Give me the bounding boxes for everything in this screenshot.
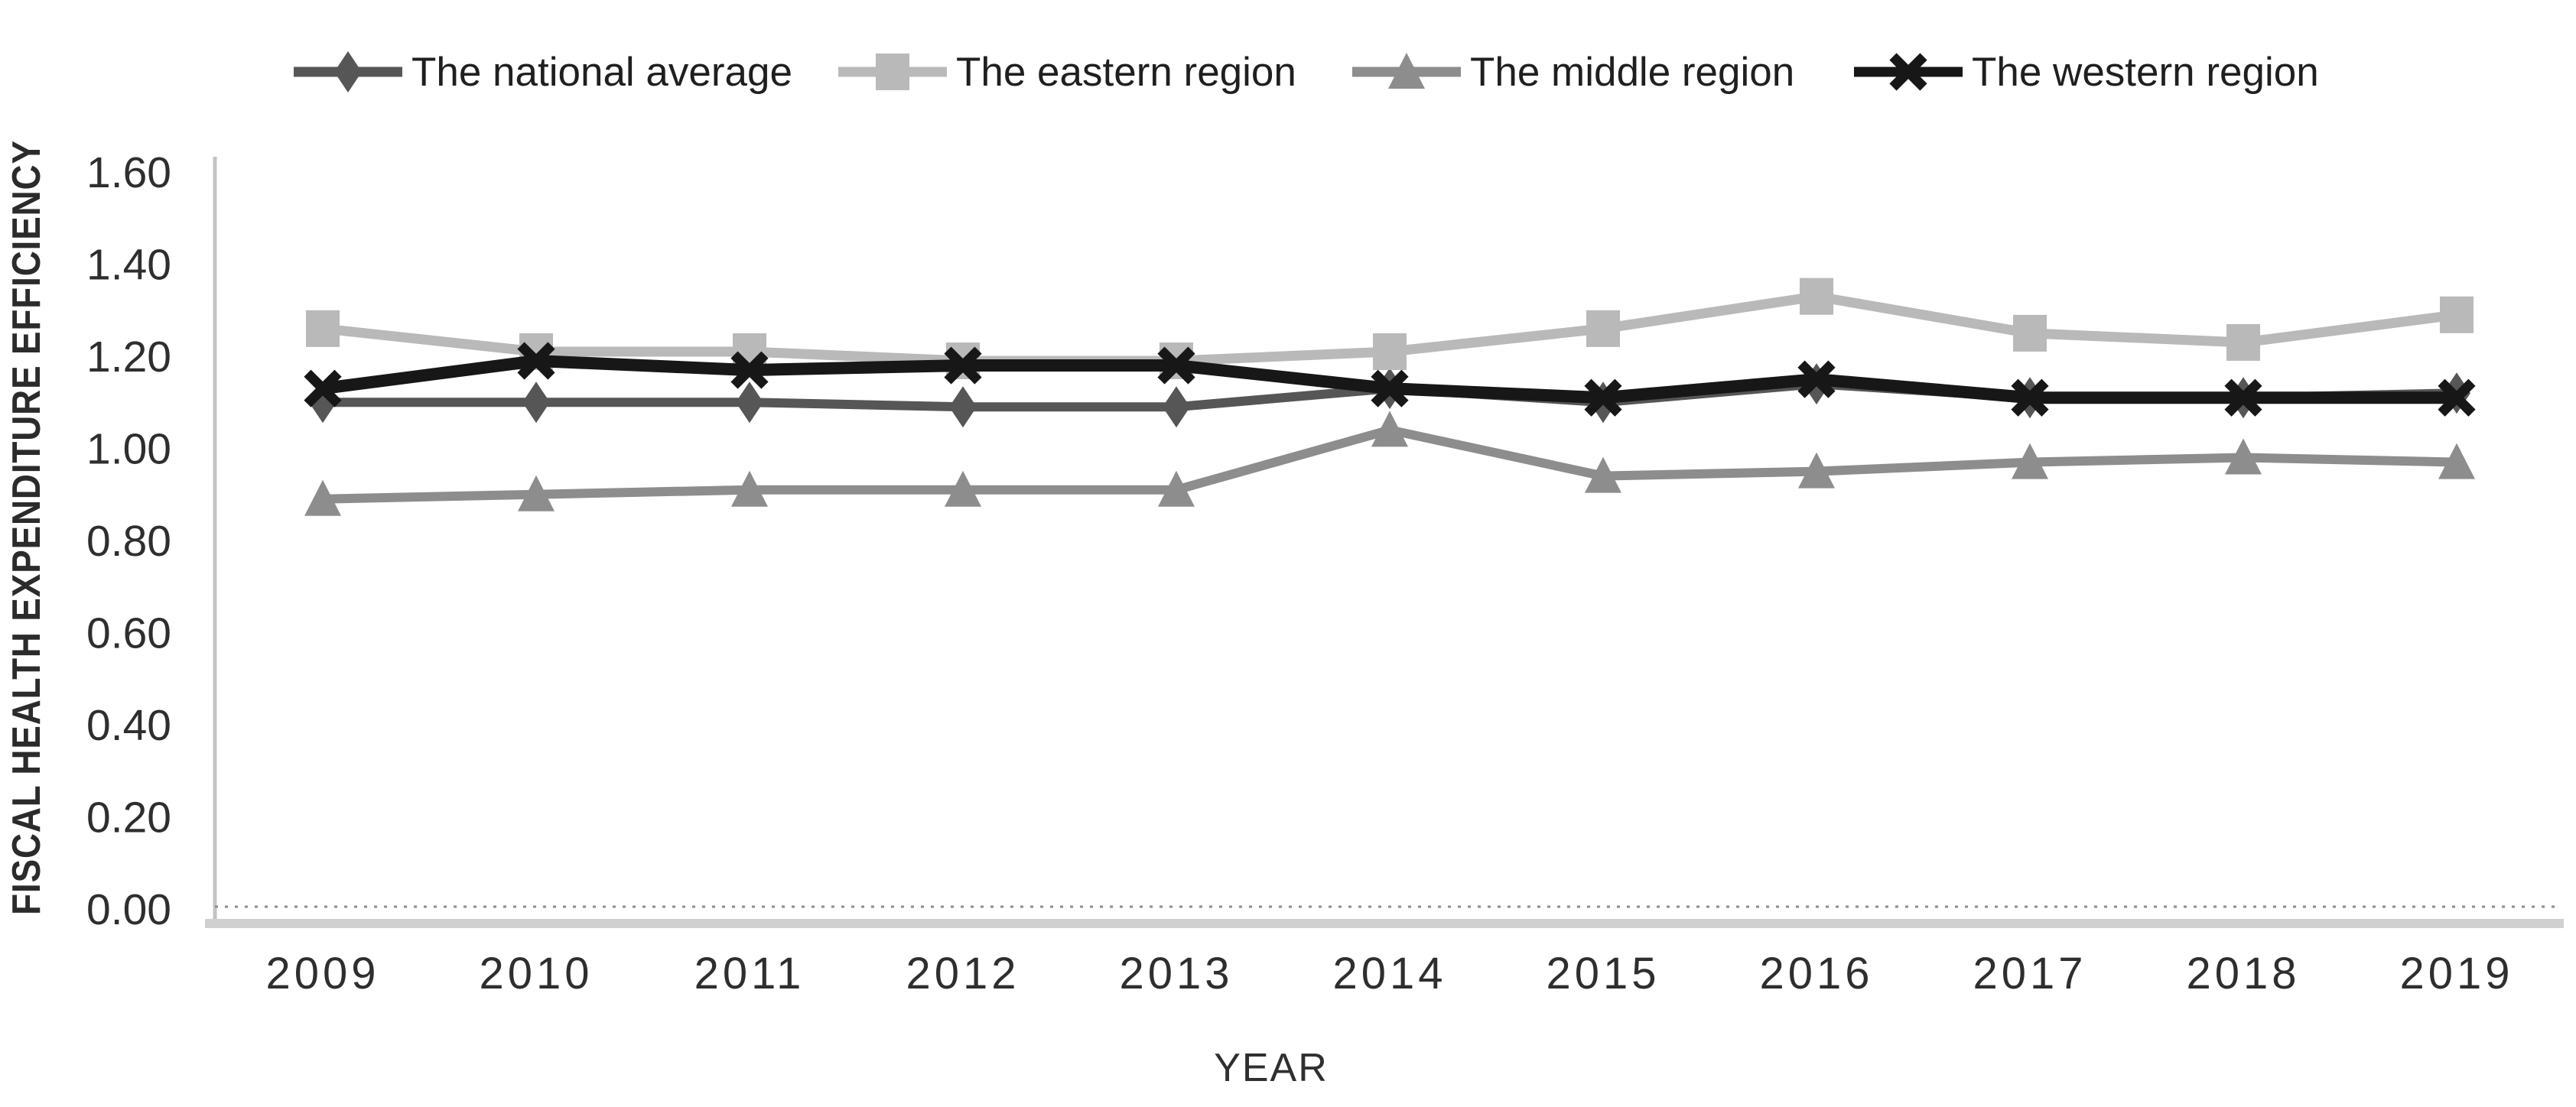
square-marker-icon: [1373, 333, 1407, 370]
y-axis-title: FISCAL HEALTH EXPENDITURE EFFICIENCY: [5, 140, 48, 915]
axes: [205, 157, 2564, 928]
square-marker-icon: [306, 310, 340, 347]
diamond-marker-icon: [1163, 386, 1190, 428]
triangle-marker-icon: [731, 470, 768, 507]
y-tick-label: 1.00: [86, 425, 171, 474]
y-tick-label: 0.00: [86, 885, 171, 934]
x-tick-label: 2018: [2186, 949, 2300, 998]
diamond-marker-icon: [334, 51, 362, 93]
x-tick-label: 2009: [265, 949, 379, 998]
x-marker-icon: [1157, 346, 1195, 385]
x-tick-label: 2016: [1759, 949, 1873, 998]
legend-item-the-western-region: The western region: [1851, 40, 2319, 104]
x-marker-icon: [730, 351, 769, 389]
legend-item-label: The eastern region: [956, 49, 1296, 95]
series-the-western-region: [304, 342, 2476, 417]
y-tick-label: 1.60: [86, 148, 171, 197]
x-marker-icon: [1371, 369, 1409, 407]
square-marker-icon: [2440, 296, 2474, 333]
legend-item-the-eastern-region: The eastern region: [835, 40, 1296, 104]
triangle-legend-marker-icon: [1352, 53, 1461, 89]
series-the-eastern-region: [306, 278, 2474, 380]
y-tick-label: 1.40: [86, 241, 171, 290]
triangle-marker-icon: [2225, 438, 2262, 475]
y-tick-label: 0.40: [86, 701, 171, 750]
x-tick-label: 2019: [2399, 949, 2513, 998]
y-tick-label: 0.80: [86, 517, 171, 566]
x-tick-label: 2014: [1332, 949, 1446, 998]
x-marker-icon: [1797, 360, 1836, 398]
y-tick-label: 0.60: [86, 609, 171, 658]
x-tick-label: 2013: [1119, 949, 1233, 998]
series-the-middle-region: [304, 411, 2475, 516]
triangle-marker-icon: [1388, 53, 1425, 89]
triangle-marker-icon: [945, 470, 981, 507]
x-axis-title: YEAR: [1214, 1046, 1329, 1090]
diamond-marker-icon: [522, 381, 550, 424]
legend: The national average The eastern region Th…: [0, 0, 2576, 115]
square-legend-marker-icon: [838, 54, 947, 90]
x-marker-icon: [1889, 53, 1927, 91]
legend-item-label: The national average: [411, 49, 792, 95]
square-marker-icon: [2226, 323, 2260, 361]
legend-item-the-middle-region: The middle region: [1349, 40, 1794, 104]
x-tick-label: 2011: [694, 949, 805, 998]
x-tick-label: 2015: [1546, 949, 1660, 998]
legend-item-label: The middle region: [1470, 49, 1795, 95]
series-group: [304, 278, 2476, 516]
x-legend-marker-icon: [1854, 53, 1963, 91]
x-tick-label: 2017: [1973, 949, 2086, 998]
square-marker-icon: [2013, 314, 2047, 352]
y-tick-label: 0.20: [86, 794, 171, 842]
triangle-marker-icon: [1158, 470, 1195, 507]
x-marker-icon: [2438, 378, 2476, 417]
triangle-marker-icon: [2438, 443, 2475, 479]
legend-item-the-national-average: The national average: [291, 40, 792, 104]
x-tick-label: 2010: [479, 949, 593, 998]
x-marker-icon: [2224, 378, 2262, 417]
x-tick-label: 2012: [906, 949, 1020, 998]
tick-labels: 0.00 0.20 0.40 0.60 0.80 1.00 1.20 1.40 1.60 2009…: [86, 148, 2513, 998]
square-marker-icon: [1586, 310, 1620, 347]
x-marker-icon: [944, 346, 982, 385]
square-marker-icon: [1800, 278, 1833, 315]
x-marker-icon: [1584, 378, 1622, 417]
triangle-marker-icon: [1585, 456, 1621, 493]
x-marker-icon: [2011, 378, 2049, 417]
diamond-marker-icon: [736, 381, 763, 424]
triangle-marker-icon: [2012, 443, 2048, 479]
diamond-marker-icon: [949, 386, 977, 428]
y-tick-label: 1.20: [86, 333, 171, 381]
square-marker-icon: [876, 54, 909, 90]
triangle-marker-icon: [304, 479, 341, 516]
x-marker-icon: [304, 369, 342, 407]
x-marker-icon: [517, 342, 555, 380]
legend-item-label: The western region: [1972, 49, 2319, 95]
triangle-marker-icon: [1371, 411, 1408, 447]
triangle-marker-icon: [518, 475, 555, 511]
diamond-legend-marker-icon: [294, 51, 402, 93]
triangle-marker-icon: [1798, 452, 1835, 489]
